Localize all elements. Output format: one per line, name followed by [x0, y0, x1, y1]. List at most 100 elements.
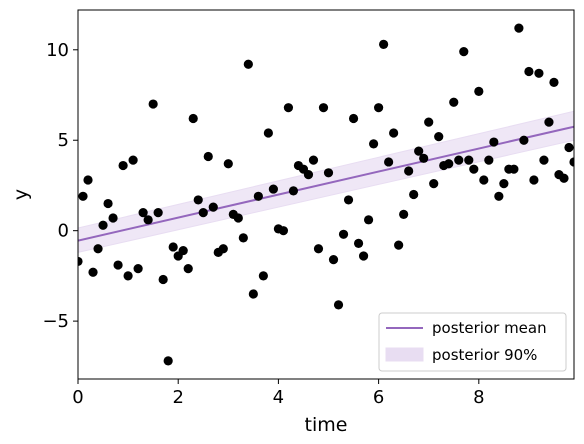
data-point — [163, 356, 173, 366]
data-point — [253, 191, 263, 201]
data-point — [193, 195, 203, 205]
data-point — [263, 128, 273, 138]
data-point — [318, 103, 329, 113]
data-point — [78, 191, 88, 201]
data-point — [509, 164, 519, 174]
x-tick-label: 2 — [172, 387, 183, 408]
data-point — [278, 226, 289, 236]
data-point — [238, 233, 248, 243]
data-point — [409, 189, 419, 200]
data-points-layer — [78, 23, 574, 366]
data-point — [559, 173, 569, 183]
data-point — [208, 202, 218, 212]
data-point — [338, 229, 349, 239]
data-point — [353, 238, 364, 248]
data-point — [183, 264, 193, 274]
data-point — [399, 209, 409, 219]
data-point — [333, 300, 344, 310]
credible-band — [78, 110, 574, 253]
data-point — [454, 155, 464, 165]
data-point — [539, 155, 549, 165]
data-point — [374, 103, 384, 113]
data-point — [499, 179, 509, 189]
data-point — [459, 47, 469, 57]
x-tick-label: 4 — [273, 387, 284, 408]
data-point — [313, 244, 324, 254]
data-point — [519, 135, 529, 145]
data-point — [143, 215, 153, 225]
legend-band-swatch — [385, 347, 424, 362]
data-point — [103, 198, 113, 209]
data-point — [118, 160, 128, 171]
data-point — [449, 97, 459, 107]
data-point — [283, 103, 294, 113]
data-point — [158, 274, 168, 285]
data-point — [464, 155, 474, 165]
data-point — [223, 159, 233, 169]
data-point — [328, 255, 339, 265]
credible-band-layer — [78, 110, 574, 253]
data-point — [394, 240, 404, 250]
data-point — [384, 157, 394, 167]
data-point — [168, 242, 178, 252]
data-point — [414, 146, 424, 156]
data-point — [148, 99, 158, 109]
y-tick-label: 10 — [46, 40, 69, 61]
data-point — [479, 175, 489, 185]
data-point — [549, 77, 559, 87]
x-tick-label: 8 — [473, 387, 484, 408]
data-point — [243, 59, 253, 69]
data-point — [288, 186, 299, 196]
data-point — [379, 39, 389, 49]
data-point — [113, 260, 123, 270]
plot-frame — [77, 9, 575, 380]
data-point — [368, 139, 379, 149]
x-tick-label: 6 — [373, 387, 384, 408]
y-axis-label: y — [10, 189, 32, 200]
data-point — [358, 251, 369, 261]
data-point — [108, 213, 118, 223]
data-point — [534, 68, 544, 78]
data-point — [524, 66, 534, 77]
data-point — [424, 117, 434, 127]
data-point — [469, 164, 479, 174]
data-point — [323, 168, 334, 178]
data-point — [178, 245, 188, 256]
data-point — [348, 113, 359, 124]
data-point — [303, 170, 314, 180]
y-tick-label: 5 — [58, 130, 69, 151]
data-point — [429, 179, 439, 189]
data-point — [569, 157, 574, 167]
data-point — [308, 155, 319, 165]
y-tick-label: 0 — [58, 221, 69, 242]
data-point — [389, 128, 399, 138]
data-point — [83, 175, 93, 185]
data-point — [484, 155, 494, 165]
data-point — [544, 117, 554, 127]
data-point — [218, 244, 228, 254]
data-point — [268, 184, 278, 194]
data-point — [198, 207, 208, 218]
data-point — [203, 151, 213, 162]
x-axis-label: time — [305, 414, 348, 436]
data-point — [363, 215, 374, 225]
y-axis-ticks: −5 0 5 10 — [42, 40, 78, 332]
data-point — [233, 213, 243, 223]
y-tick-label: −5 — [42, 311, 69, 332]
legend-band-label: posterior 90% — [432, 346, 537, 364]
data-point — [343, 195, 354, 205]
data-point — [258, 271, 268, 281]
legend-mean-label: posterior mean — [432, 319, 547, 337]
data-point — [78, 256, 83, 267]
data-point — [494, 191, 504, 201]
data-point — [564, 142, 574, 153]
data-point — [489, 137, 499, 147]
data-point — [434, 132, 444, 142]
data-point — [88, 267, 98, 277]
data-point — [419, 153, 429, 163]
data-point — [93, 244, 103, 254]
legend-box — [378, 312, 567, 372]
legend: posterior mean posterior 90% — [378, 312, 567, 372]
data-point — [188, 113, 198, 124]
